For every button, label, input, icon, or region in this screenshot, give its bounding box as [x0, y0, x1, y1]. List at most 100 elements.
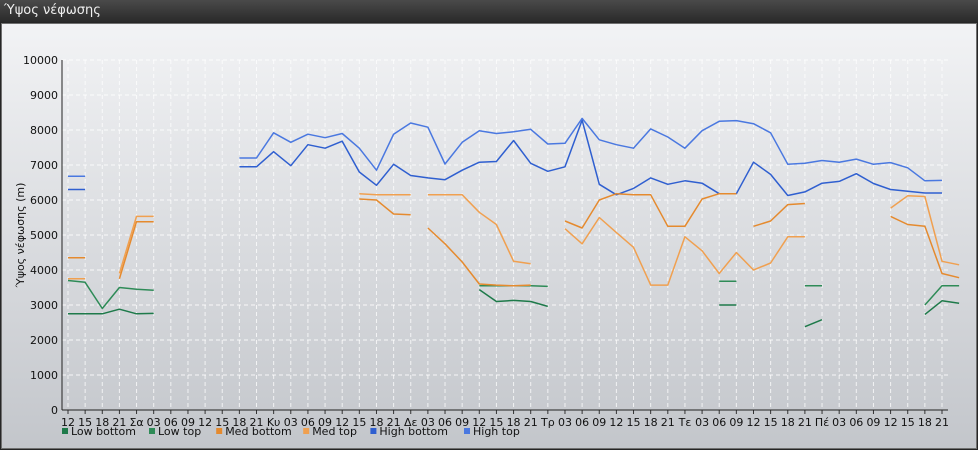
x-tick-label: 03 — [284, 416, 298, 429]
x-tick-label: 21 — [935, 416, 949, 429]
x-tick-label: 03 — [558, 416, 572, 429]
y-tick-label: 5000 — [30, 229, 58, 242]
x-tick-label: 12 — [884, 416, 898, 429]
y-tick-label: 0 — [51, 404, 58, 417]
series-line — [753, 202, 805, 228]
x-tick-label: 15 — [78, 416, 92, 429]
series-line — [67, 279, 154, 310]
x-tick-label: 09 — [181, 416, 195, 429]
legend-marker — [370, 428, 377, 434]
y-tick-label: 4000 — [30, 264, 58, 277]
series-line — [239, 117, 943, 182]
x-tick-label: 21 — [250, 416, 264, 429]
legend-marker — [303, 428, 310, 434]
x-tick-label: 18 — [369, 416, 383, 429]
x-tick-label: 21 — [112, 416, 126, 429]
y-tick-label: 7000 — [30, 159, 58, 172]
legend-label: Low bottom — [71, 425, 136, 438]
series-line — [118, 220, 154, 280]
x-tick-label: 06 — [164, 416, 178, 429]
legend-marker — [62, 428, 68, 434]
legend-marker — [216, 428, 223, 434]
y-tick-label: 9000 — [30, 89, 58, 102]
x-tick-label: 09 — [455, 416, 469, 429]
x-tick-label: 12 — [472, 416, 486, 429]
x-tick-label: 15 — [627, 416, 641, 429]
x-tick-label: 03 — [695, 416, 709, 429]
series-line — [68, 308, 154, 315]
series-line — [239, 119, 942, 197]
x-tick-label: 21 — [661, 416, 675, 429]
x-tick-label: Δε — [404, 416, 418, 429]
series-line — [804, 319, 823, 328]
x-tick-label: 18 — [507, 416, 521, 429]
x-tick-label: Σα — [129, 416, 143, 429]
y-tick-label: 1000 — [30, 369, 58, 382]
series-line — [427, 194, 531, 265]
x-tick-label: 06 — [301, 416, 315, 429]
legend-label: Med top — [312, 425, 357, 438]
x-tick-label: 21 — [387, 416, 401, 429]
series-line — [118, 215, 154, 274]
x-tick-label: 12 — [609, 416, 623, 429]
legend-label: High top — [473, 425, 520, 438]
series-line — [924, 285, 960, 306]
y-tick-label: 2000 — [30, 334, 58, 347]
legend-marker — [464, 428, 470, 434]
x-tick-label: 12 — [746, 416, 760, 429]
x-tick-label: 15 — [215, 416, 229, 429]
x-tick-label: 15 — [901, 416, 915, 429]
x-tick-label: 18 — [232, 416, 246, 429]
x-tick-label: 06 — [849, 416, 863, 429]
x-tick-label: 18 — [918, 416, 932, 429]
x-tick-label: 06 — [438, 416, 452, 429]
series-line — [478, 288, 549, 308]
y-tick-label: 10000 — [23, 54, 58, 67]
x-tick-label: 03 — [421, 416, 435, 429]
chart-panel: 0 1000 2000 3000 4000 5000 6000 7000 8000 9000 100… — [1, 23, 977, 449]
y-tick-label: 3000 — [30, 299, 58, 312]
x-tick-label: Τε — [678, 416, 692, 429]
series-line — [924, 300, 960, 315]
y-axis-title: Ύψος νέφωσης (m) — [14, 183, 27, 289]
x-tick-label: 18 — [95, 416, 109, 429]
series-line — [359, 192, 411, 196]
x-tick-label: 21 — [798, 416, 812, 429]
series-line — [427, 227, 531, 287]
legend-label: Low top — [158, 425, 201, 438]
series-line — [564, 192, 737, 229]
x-tick-label: 15 — [489, 416, 503, 429]
x-tick-label: 21 — [524, 416, 538, 429]
x-tick-label: 09 — [592, 416, 606, 429]
window-title: Ύψος νέφωσης — [4, 3, 101, 18]
y-tick-label: 6000 — [30, 194, 58, 207]
x-tick-label: 12 — [198, 416, 212, 429]
series-line — [890, 195, 960, 266]
x-tick-label: Πέ — [815, 416, 829, 429]
series-line — [359, 198, 411, 216]
series-line — [890, 215, 960, 279]
x-tick-label: 03 — [832, 416, 846, 429]
x-tick-label: 09 — [866, 416, 880, 429]
x-tick-label: 06 — [575, 416, 589, 429]
x-tick-label: 18 — [644, 416, 658, 429]
series-line — [564, 216, 805, 286]
y-tick-label: 8000 — [30, 124, 58, 137]
x-tick-label: 12 — [335, 416, 349, 429]
x-tick-label: Τρ — [540, 416, 555, 429]
x-tick-label: 09 — [729, 416, 743, 429]
x-tick-label: Κυ — [267, 416, 281, 429]
x-tick-label: 12 — [61, 416, 75, 429]
x-tick-label: 03 — [147, 416, 161, 429]
x-tick-label: 18 — [781, 416, 795, 429]
x-tick-label: 15 — [764, 416, 778, 429]
x-tick-label: 15 — [352, 416, 366, 429]
window-titlebar: Ύψος νέφωσης — [0, 0, 978, 22]
x-tick-label: 09 — [318, 416, 332, 429]
legend-marker — [149, 428, 155, 434]
legend-label: Med bottom — [225, 425, 292, 438]
cloud-height-chart: 0 1000 2000 3000 4000 5000 6000 7000 8000 9000 100… — [14, 54, 960, 438]
legend-label: High bottom — [379, 425, 448, 438]
x-tick-label: 06 — [712, 416, 726, 429]
